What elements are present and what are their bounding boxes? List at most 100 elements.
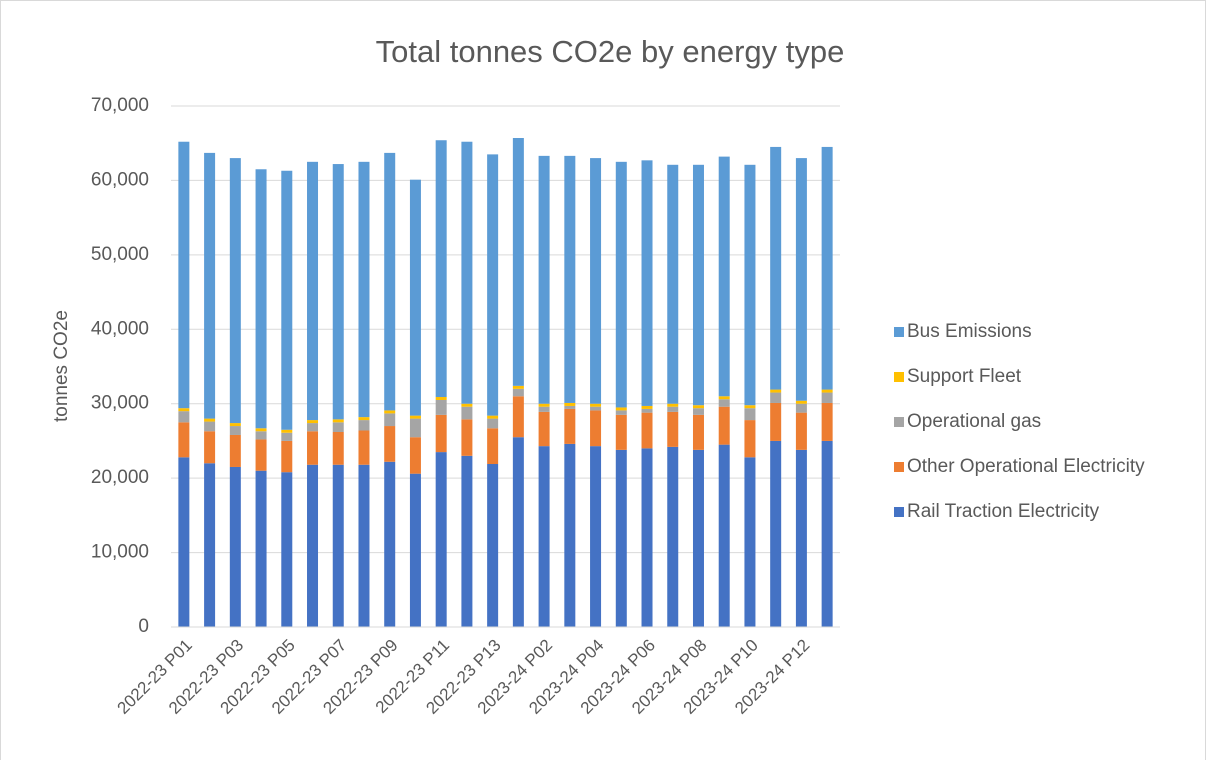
legend-swatch [894, 372, 904, 382]
bar-segment [358, 464, 370, 627]
bar-segment [692, 164, 704, 406]
y-tick-label: 10,000 [91, 542, 149, 563]
bar-segment [744, 405, 756, 409]
bar-segment [564, 408, 576, 444]
bar-segment [770, 146, 782, 390]
bar-segment [718, 399, 730, 407]
bar-segment [667, 403, 679, 407]
y-tick-label: 70,000 [91, 95, 149, 116]
bar-segment [538, 155, 550, 404]
bar-segment [590, 410, 602, 447]
bar-segment [821, 392, 833, 403]
bar-segment [795, 449, 807, 627]
bar-segment [178, 422, 190, 458]
bar-segment [615, 410, 627, 415]
bar-segment [229, 434, 241, 467]
bar-segment [358, 430, 370, 465]
bar-segment [229, 423, 241, 427]
bar-segment [487, 154, 499, 416]
bar-segment [204, 431, 216, 464]
bar-segment [795, 412, 807, 450]
y-tick-label: 50,000 [91, 244, 149, 265]
bar-segment [615, 414, 627, 450]
legend-swatch [894, 417, 904, 427]
bar-segment [538, 403, 550, 407]
bar-segment [590, 403, 602, 407]
bar-segment [821, 402, 833, 441]
bar-segment [178, 457, 190, 627]
bar-segment [564, 405, 576, 409]
legend-swatch [894, 507, 904, 517]
bar-segment [435, 399, 447, 415]
bar-segment [435, 414, 447, 453]
bar-segment [590, 446, 602, 627]
bar-segment [255, 169, 267, 429]
bar-segment [718, 406, 730, 445]
legend-label: Bus Emissions [907, 321, 1032, 342]
bar-segment [770, 440, 782, 627]
chart-title: Total tonnes CO2e by energy type [376, 34, 845, 69]
bar-segment [615, 161, 627, 408]
bar-segment [692, 408, 704, 415]
bar-segment [409, 473, 421, 627]
bar-segment [307, 161, 319, 421]
bar-segment [255, 439, 267, 471]
bar-segment [461, 141, 473, 404]
bar-segment [590, 406, 602, 411]
bar-segment [512, 396, 524, 438]
bar-segment [255, 470, 267, 627]
bar-segment [229, 426, 241, 435]
y-tick-label: 40,000 [91, 318, 149, 339]
bar-segment [744, 408, 756, 421]
bar-segment [538, 446, 550, 627]
y-tick-label: 60,000 [91, 169, 149, 190]
bar-segment [229, 466, 241, 627]
bar-segment [487, 415, 499, 419]
bar-segment [307, 464, 319, 627]
bar-segment [409, 179, 421, 416]
bar-segment [667, 406, 679, 412]
bar-segment [615, 449, 627, 627]
bar-segment [204, 152, 216, 419]
bar-segment [461, 419, 473, 456]
bar-segment [667, 164, 679, 404]
bar-segment [795, 403, 807, 413]
bar-segment [538, 411, 550, 447]
bar-segment [718, 396, 730, 400]
legend-swatch [894, 327, 904, 337]
bar-segment [641, 448, 653, 627]
bar-segment [512, 388, 524, 397]
y-tick-label: 30,000 [91, 393, 149, 414]
bar-segment [281, 429, 293, 433]
bar-segment [204, 418, 216, 422]
bar-segment [384, 152, 396, 411]
bar-segment [718, 444, 730, 627]
bar-segment [332, 164, 344, 420]
legend-label: Other Operational Electricity [907, 456, 1145, 477]
bar-segment [564, 155, 576, 403]
bar-segment [667, 446, 679, 627]
bar-segment [409, 415, 421, 419]
bar-segment [692, 405, 704, 409]
bar-segment [641, 160, 653, 406]
bar-segment [692, 449, 704, 627]
bar-segment [204, 463, 216, 627]
bar-segment [281, 472, 293, 627]
bar-segment [255, 431, 267, 440]
bar-segment [384, 461, 396, 627]
bar-segment [667, 411, 679, 447]
legend-label: Rail Traction Electricity [907, 501, 1100, 522]
bar-segment [178, 411, 190, 423]
bar-segment [332, 464, 344, 627]
bar-segment [178, 408, 190, 412]
bar-segment [512, 138, 524, 386]
y-axis-label: tonnes CO2e [51, 310, 72, 422]
bar-segment [590, 158, 602, 404]
bar-segment [744, 457, 756, 627]
bar-segment [307, 431, 319, 465]
bar-segment [409, 437, 421, 474]
bar-segment [744, 164, 756, 406]
bar-segment [770, 392, 782, 403]
bar-segment [615, 407, 627, 411]
bar-segment [384, 426, 396, 462]
